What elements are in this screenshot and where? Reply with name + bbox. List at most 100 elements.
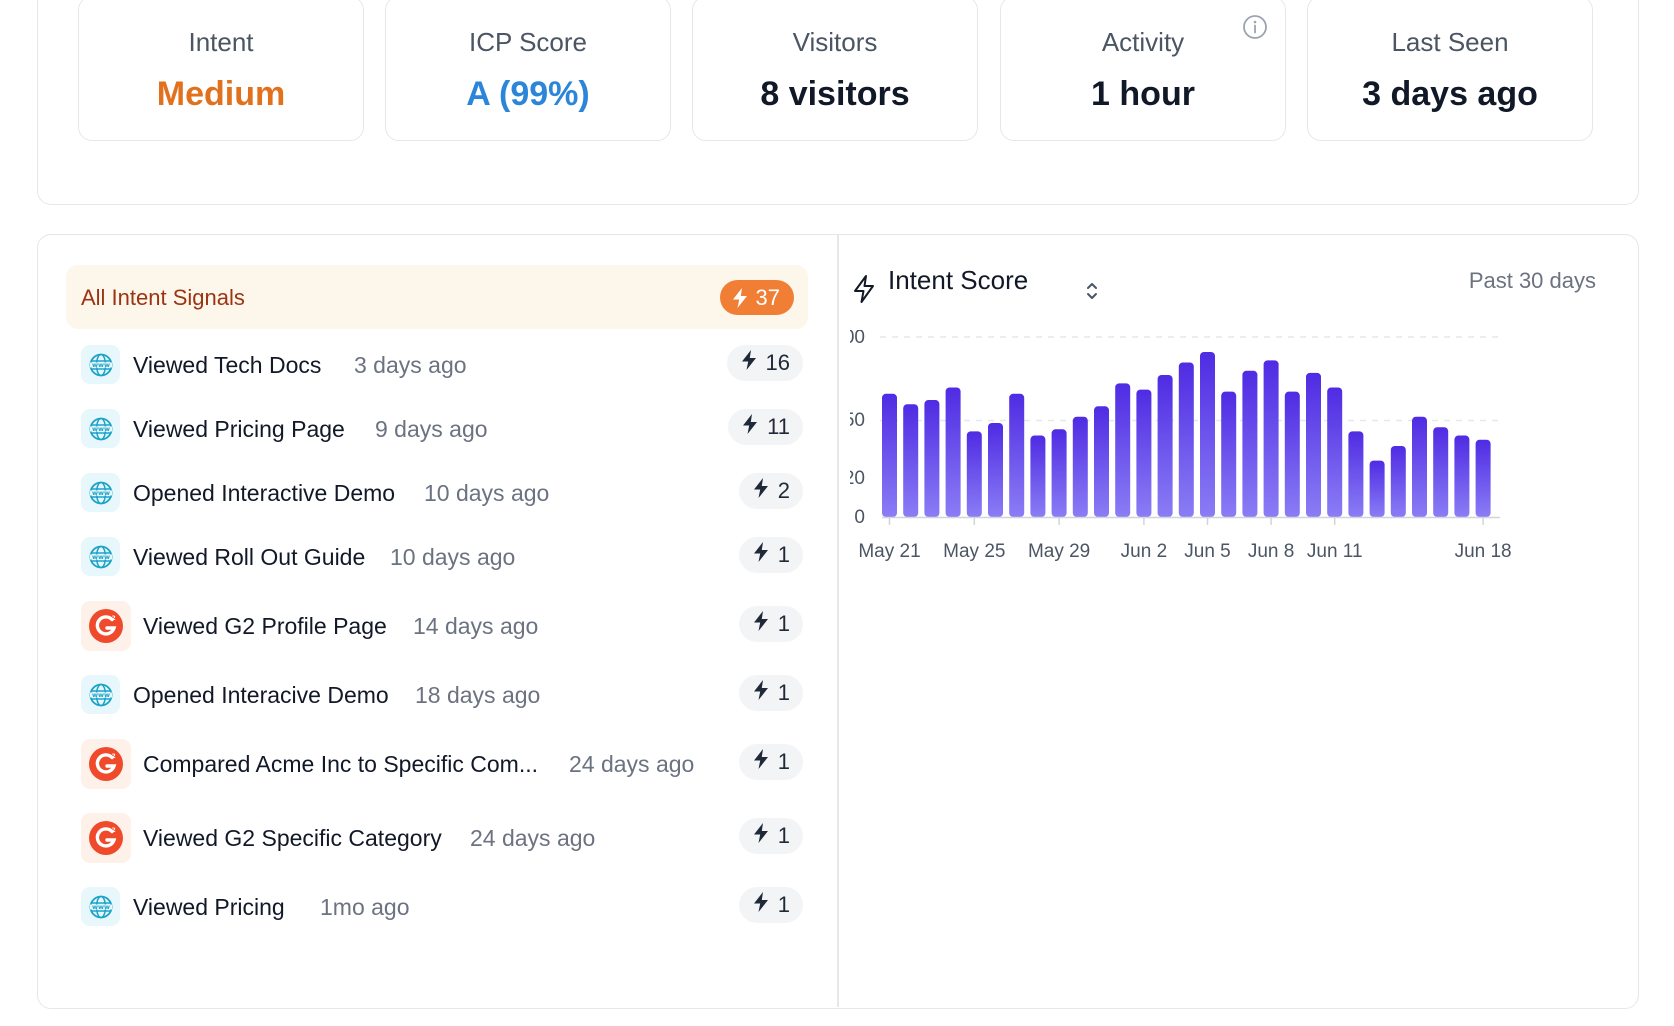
stat-value-last-seen: 3 days ago xyxy=(1362,75,1538,113)
stat-value-icp-score: A (99%) xyxy=(466,75,590,113)
bar[interactable] xyxy=(1136,389,1152,517)
website-icon: www xyxy=(81,887,120,926)
bolt-icon xyxy=(753,680,769,706)
signal-time: 10 days ago xyxy=(390,544,516,570)
svg-text:www: www xyxy=(91,553,109,561)
signal-name: Viewed Pricing xyxy=(133,894,285,920)
bar[interactable] xyxy=(1433,427,1449,517)
bar[interactable] xyxy=(1200,352,1215,517)
stat-label: Intent xyxy=(188,27,254,57)
bar[interactable] xyxy=(1051,429,1067,517)
panel-divider xyxy=(837,235,839,1007)
g2-logo-icon: 2 xyxy=(81,601,131,651)
bar[interactable] xyxy=(966,431,982,517)
bar[interactable] xyxy=(1369,460,1385,517)
info-icon[interactable] xyxy=(1242,14,1268,40)
signal-score-badge: 1 xyxy=(738,675,803,711)
signal-name: Compared Acme Inc to Specific Com... xyxy=(143,751,538,777)
x-tick-label: May 21 xyxy=(858,541,920,562)
y-tick-label: 0 xyxy=(854,507,865,528)
signal-score: 1 xyxy=(777,542,790,567)
bar[interactable] xyxy=(1242,370,1258,517)
all-intent-signals-header[interactable]: All Intent Signals 37 xyxy=(66,265,808,329)
signal-name: Viewed Pricing Page xyxy=(133,416,345,442)
signal-row[interactable]: www Viewed Pricing 1mo ago 1 xyxy=(81,882,803,930)
signal-time: 10 days ago xyxy=(424,480,550,506)
bar[interactable] xyxy=(1348,431,1364,517)
signal-row[interactable]: 2 Viewed G2 Specific Category 24 days ag… xyxy=(81,813,803,863)
stat-card-activity: Activity 1 hour xyxy=(1000,0,1286,141)
signal-time: 18 days ago xyxy=(415,682,541,708)
website-icon: www xyxy=(81,345,120,384)
signal-name: Viewed G2 Specific Category xyxy=(143,825,442,851)
bar[interactable] xyxy=(1030,435,1046,517)
stat-label: Visitors xyxy=(792,27,878,57)
signal-time: 24 days ago xyxy=(569,751,695,777)
signal-name: Viewed G2 Profile Page xyxy=(143,613,387,639)
bar[interactable] xyxy=(1475,439,1491,517)
x-tick-label: May 25 xyxy=(943,541,1005,562)
signal-score: 1 xyxy=(777,749,790,774)
signal-row[interactable]: www Viewed Tech Docs 3 days ago 16 xyxy=(81,340,803,388)
stat-label: ICP Score xyxy=(468,27,587,57)
signal-score-badge: 1 xyxy=(738,818,803,854)
bar[interactable] xyxy=(1178,362,1194,517)
signal-time: 1mo ago xyxy=(320,894,410,920)
svg-text:www: www xyxy=(91,425,109,433)
chevron-up-down-icon[interactable] xyxy=(1085,280,1099,302)
bar[interactable] xyxy=(1412,416,1427,517)
x-tick-label: Jun 2 xyxy=(1121,541,1167,562)
website-icon: www xyxy=(81,675,120,714)
x-tick-label: Jun 5 xyxy=(1184,541,1230,562)
bar[interactable] xyxy=(882,393,897,517)
stat-card-last-seen: Last Seen 3 days ago xyxy=(1307,0,1593,141)
bar[interactable] xyxy=(1454,435,1470,517)
bolt-icon xyxy=(753,478,769,504)
bolt-icon xyxy=(753,823,769,849)
bolt-icon xyxy=(854,275,874,303)
g2-logo-icon: 2 xyxy=(81,813,131,863)
svg-text:www: www xyxy=(91,489,109,497)
bolt-icon xyxy=(732,287,747,308)
svg-text:www: www xyxy=(91,691,109,699)
signal-score: 1 xyxy=(777,892,790,917)
bar[interactable] xyxy=(1072,416,1088,517)
bar[interactable] xyxy=(1390,445,1406,517)
signal-score: 2 xyxy=(777,478,790,503)
signal-row[interactable]: 2 Viewed G2 Profile Page 14 days ago 1 xyxy=(81,601,803,651)
signal-row[interactable]: 2 Compared Acme Inc to Specific Com... 2… xyxy=(81,739,803,789)
x-tick-label: Jun 8 xyxy=(1248,541,1294,562)
signal-name: Viewed Roll Out Guide xyxy=(133,544,366,570)
stat-card-visitors: Visitors 8 visitors xyxy=(692,0,978,141)
website-icon: www xyxy=(81,537,120,576)
bar[interactable] xyxy=(1327,387,1343,517)
signal-row[interactable]: www Viewed Roll Out Guide 10 days ago 1 xyxy=(81,532,803,580)
bar[interactable] xyxy=(945,387,961,517)
bar[interactable] xyxy=(1306,372,1321,517)
svg-text:2: 2 xyxy=(112,753,116,760)
bolt-icon xyxy=(753,542,769,568)
signal-name: Opened Interacive Demo xyxy=(133,682,389,708)
stat-card-intent: Intent Medium xyxy=(78,0,364,141)
bar[interactable] xyxy=(988,423,1003,517)
signal-score: 1 xyxy=(777,611,790,636)
bar[interactable] xyxy=(1157,374,1173,517)
stat-value-intent: Medium xyxy=(156,75,286,113)
signal-row[interactable]: www Viewed Pricing Page 9 days ago 11 xyxy=(81,404,803,452)
bar[interactable] xyxy=(903,404,919,517)
signal-row[interactable]: www Opened Interactive Demo 10 days ago … xyxy=(81,468,803,516)
stat-value-visitors: 8 visitors xyxy=(760,75,910,113)
bar[interactable] xyxy=(1221,391,1237,517)
signals-title: All Intent Signals xyxy=(81,285,245,310)
chart-metric-selector[interactable]: Intent Score xyxy=(888,265,1029,295)
bar[interactable] xyxy=(1263,360,1279,517)
bar[interactable] xyxy=(1284,391,1300,517)
signal-row[interactable]: www Opened Interacive Demo 18 days ago 1 xyxy=(81,670,803,718)
bar[interactable] xyxy=(1009,393,1025,517)
signal-time: 9 days ago xyxy=(375,416,488,442)
signal-score-badge: 16 xyxy=(726,345,803,381)
bolt-icon xyxy=(753,892,769,918)
bar[interactable] xyxy=(1115,383,1131,517)
bar[interactable] xyxy=(1094,406,1109,517)
bar[interactable] xyxy=(924,400,940,517)
